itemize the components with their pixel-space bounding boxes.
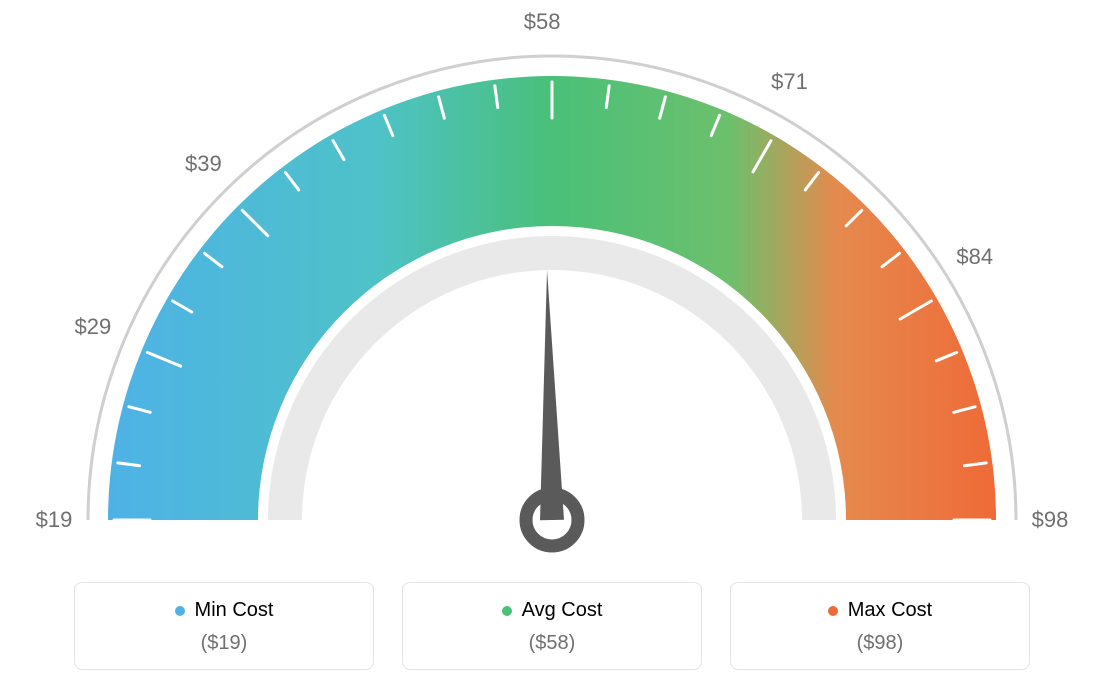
tick-label: $29 xyxy=(75,314,112,340)
legend-value-max: ($98) xyxy=(741,632,1019,655)
legend-dot-min xyxy=(175,606,185,616)
legend-dot-avg xyxy=(502,606,512,616)
legend-title-min: Min Cost xyxy=(175,599,274,622)
tick-label: $58 xyxy=(524,9,561,35)
legend-dot-max xyxy=(828,606,838,616)
legend-card-avg: Avg Cost ($58) xyxy=(402,582,702,670)
gauge-container: $19$29$39$58$71$84$98 xyxy=(52,0,1052,560)
tick-label: $39 xyxy=(185,151,222,177)
cost-gauge-chart: $19 $29 $39 $58 $71 $84 $98 Min Cost ($19) Avg… xyxy=(0,0,1104,690)
needle xyxy=(540,270,564,520)
legend-label-max: Max Cost xyxy=(848,599,932,622)
gauge-svg xyxy=(52,0,1052,560)
legend-card-max: Max Cost ($98) xyxy=(730,582,1030,670)
legend-value-min: ($19) xyxy=(85,632,363,655)
tick-label: $19 xyxy=(36,507,73,533)
legend-title-avg: Avg Cost xyxy=(502,599,603,622)
tick-label: $71 xyxy=(771,69,808,95)
legend-title-max: Max Cost xyxy=(828,599,932,622)
tick-label: $98 xyxy=(1032,507,1069,533)
legend-card-min: Min Cost ($19) xyxy=(74,582,374,670)
legend-label-min: Min Cost xyxy=(195,599,274,622)
tick-label: $84 xyxy=(956,244,993,270)
legend-label-avg: Avg Cost xyxy=(522,599,603,622)
legend-row: Min Cost ($19) Avg Cost ($58) Max Cost (… xyxy=(0,582,1104,670)
legend-value-avg: ($58) xyxy=(413,632,691,655)
